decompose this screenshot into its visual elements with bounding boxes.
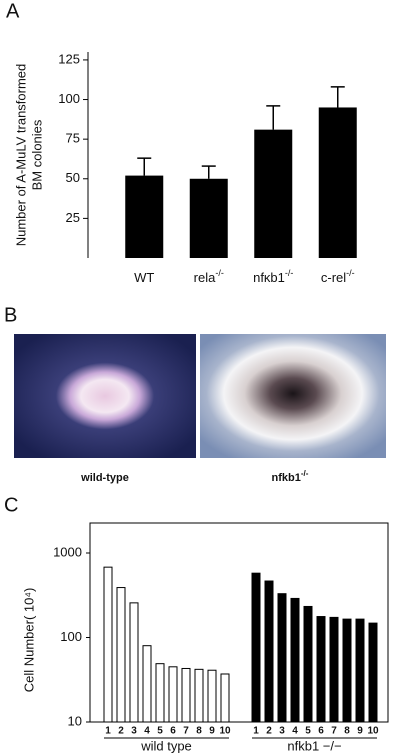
category-sup: -/-: [346, 268, 355, 278]
x-tick-label: nfκb1-/-: [253, 268, 293, 285]
x-tick-label: c-rel-/-: [321, 268, 355, 285]
caption-text: nfkb1: [272, 472, 301, 484]
group-label: nfkb1 −/−: [287, 738, 341, 753]
x-tick-label: 4: [144, 726, 150, 737]
y-tick-label: 100: [58, 91, 80, 106]
bar: [155, 663, 165, 723]
bar: [290, 597, 300, 723]
x-tick-label: 9: [357, 726, 363, 737]
bar: [103, 566, 113, 723]
bar: [329, 616, 339, 723]
x-tick-label: 6: [170, 726, 176, 737]
bar: [264, 580, 274, 723]
plot-frame: [89, 522, 389, 723]
bar: [220, 673, 230, 723]
x-tick-label: 3: [131, 726, 137, 737]
x-tick-label: 1: [105, 726, 111, 737]
category: c-rel: [321, 270, 346, 285]
bar: [125, 175, 164, 258]
x-tick-label: 10: [219, 726, 231, 737]
bar: [355, 618, 365, 723]
panel-label: A: [6, 0, 20, 22]
bar: [342, 618, 352, 723]
bar: [142, 645, 152, 723]
y-tick-label: 75: [66, 131, 80, 146]
x-tick-label: 9: [209, 726, 215, 737]
x-tick-label: 3: [279, 726, 285, 737]
x-tick-label: 2: [266, 726, 272, 737]
category-sup: -/-: [215, 268, 224, 278]
category-sup: -/-: [285, 268, 294, 278]
x-tick-label: 5: [157, 726, 163, 737]
y-tick-label: 100: [60, 629, 82, 644]
bar: [316, 616, 326, 723]
bar: [189, 178, 228, 258]
y-tick-label: 50: [66, 170, 80, 185]
bar: [194, 668, 204, 723]
y-tick-label: 10: [68, 713, 82, 728]
bar: [181, 667, 191, 723]
y-axis-label: BM colonies: [29, 119, 44, 190]
bar: [251, 572, 261, 723]
x-tick-label: 8: [344, 726, 350, 737]
photo-nfkb1: [200, 334, 386, 458]
bar: [303, 605, 313, 723]
x-tick-label: 7: [331, 726, 337, 737]
group-label: wild type: [140, 738, 192, 753]
category: nfκb1: [253, 270, 285, 285]
x-tick-label: 4: [292, 726, 298, 737]
x-tick-label: 6: [318, 726, 324, 737]
photo-caption: wild-type: [80, 472, 129, 484]
y-axis-label: Number of A-MuLV transformed: [13, 64, 28, 247]
bar: [318, 107, 357, 258]
photo-wild-type: [14, 334, 196, 458]
bar: [129, 602, 139, 723]
y-tick-label: 1000: [53, 544, 82, 559]
y-axis-label: Cell Number( 10⁴): [21, 588, 36, 693]
bar: [116, 587, 126, 723]
caption-sup: -/-: [301, 469, 309, 478]
x-tick-label: 7: [183, 726, 189, 737]
category: WT: [134, 270, 154, 285]
y-tick-label: 25: [66, 210, 80, 225]
x-tick-label: 8: [196, 726, 202, 737]
x-tick-label: 5: [305, 726, 311, 737]
x-tick-label: WT: [134, 270, 154, 285]
x-tick-label: 10: [367, 726, 379, 737]
bar: [254, 129, 293, 258]
photo-caption: nfkb1-/-: [272, 469, 309, 484]
bar: [368, 622, 378, 723]
x-tick-label: 2: [118, 726, 124, 737]
bar: [168, 666, 178, 723]
x-tick-label: 1: [253, 726, 259, 737]
y-tick-label: 125: [58, 51, 80, 66]
bar: [277, 593, 287, 723]
panel-label: C: [4, 494, 18, 516]
category: rela: [194, 270, 216, 285]
x-tick-label: rela-/-: [194, 268, 224, 285]
panel-label: B: [4, 304, 17, 326]
bar: [207, 669, 217, 723]
